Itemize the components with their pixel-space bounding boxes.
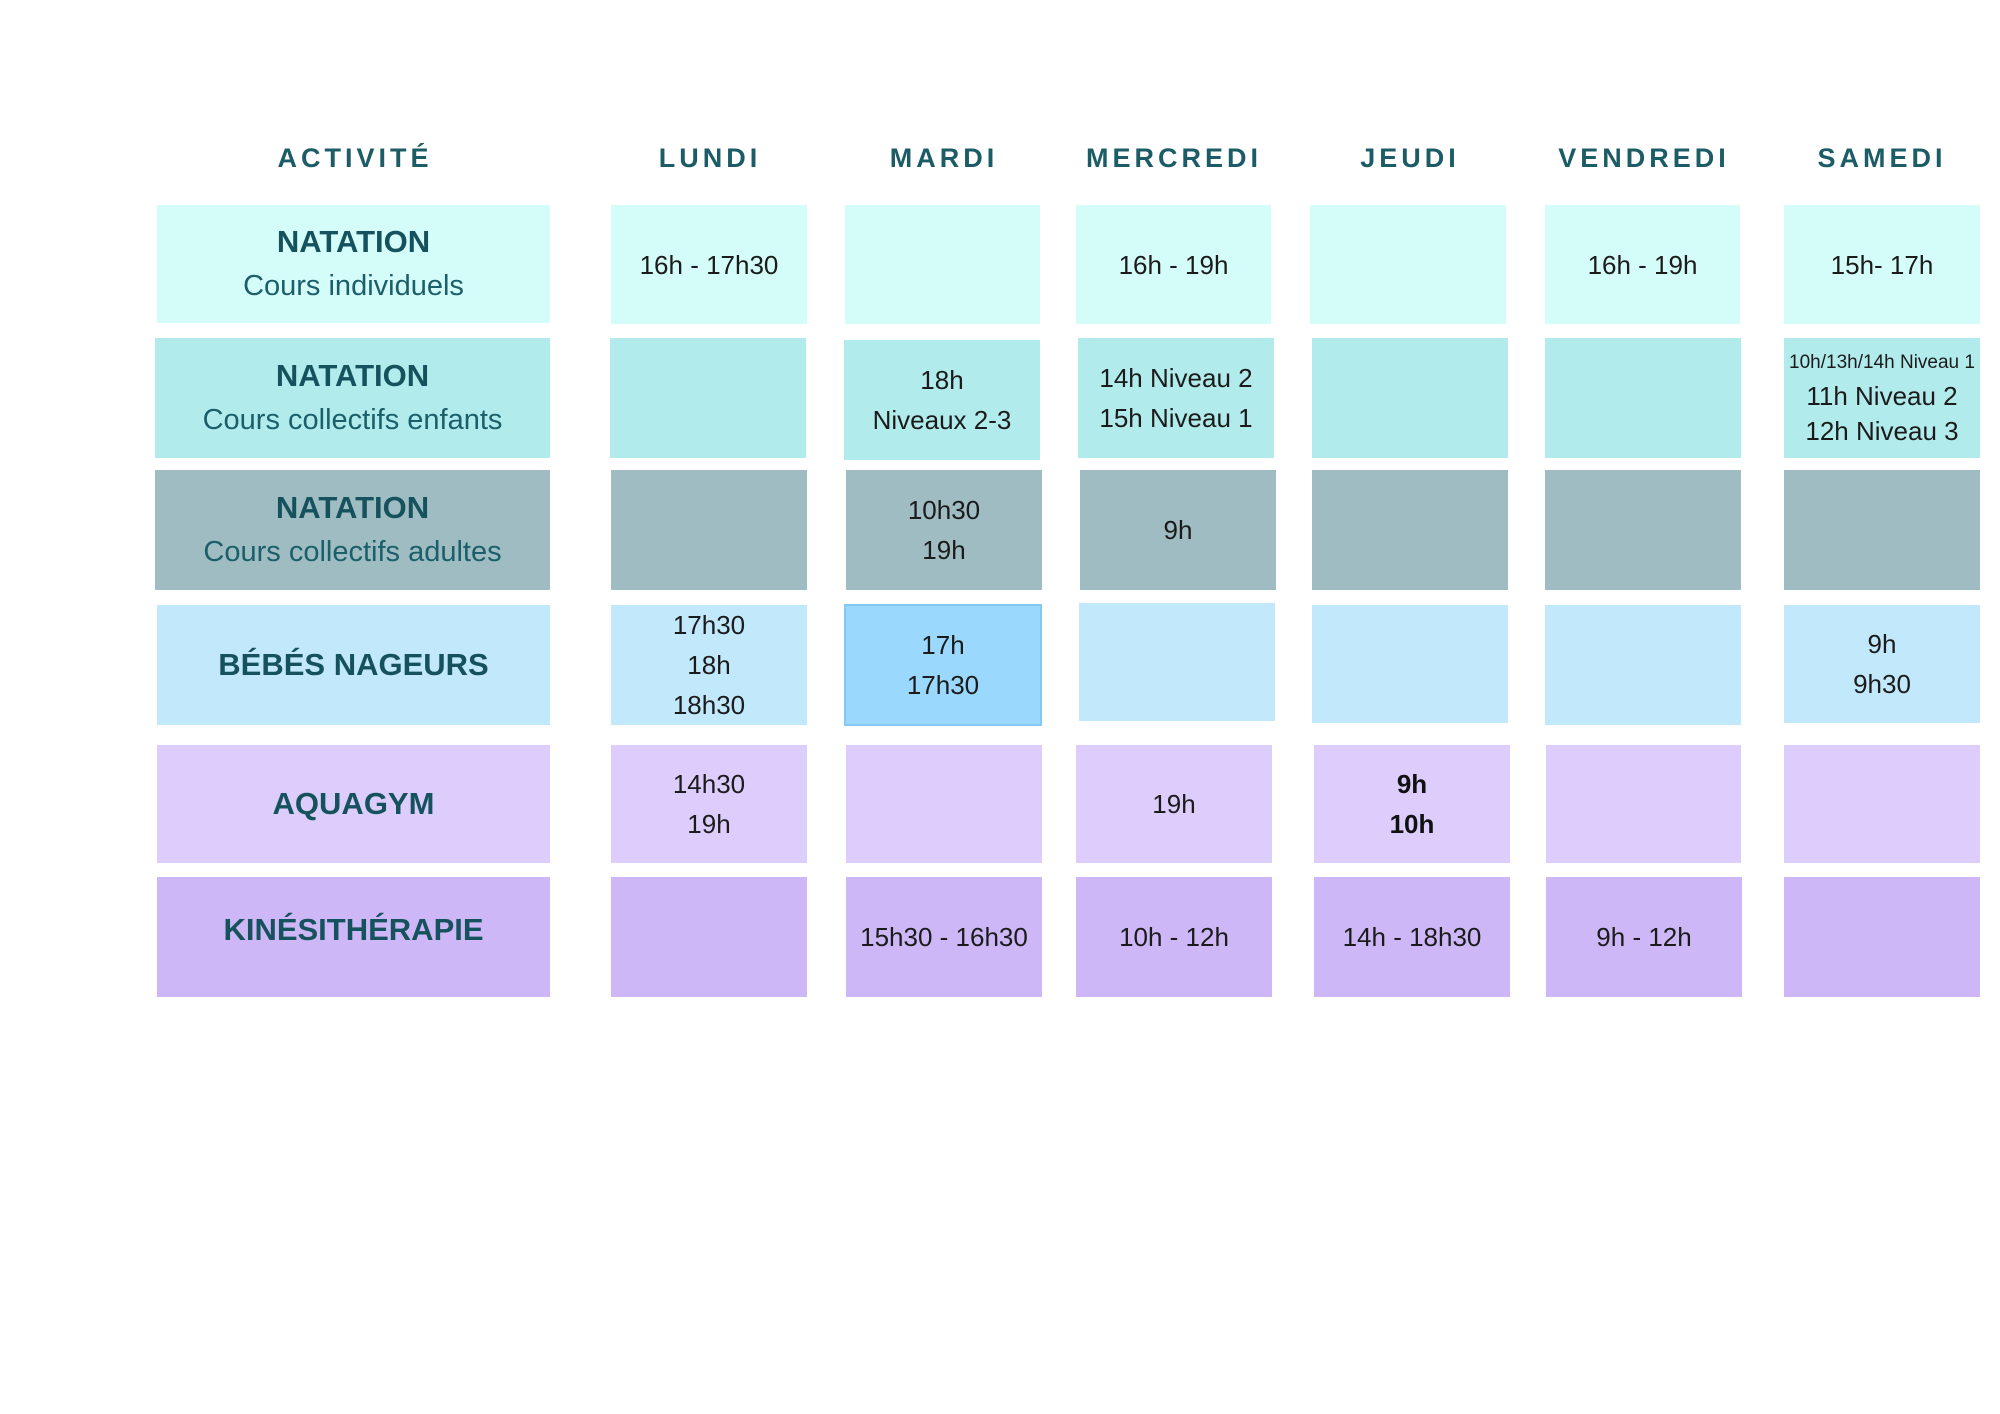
slot-kinesitherapie-samedi — [1784, 877, 1980, 997]
activity-subtitle: Cours individuels — [243, 270, 464, 302]
slot-kinesitherapie-lundi — [611, 877, 807, 997]
time-slot: 17h30 — [672, 610, 746, 640]
slot-kinesitherapie-vendredi: 9h - 12h — [1546, 877, 1742, 997]
slot-natation-enfants-vendredi — [1545, 338, 1741, 458]
header-mercredi: MERCREDI — [1085, 142, 1262, 173]
slot-natation-adultes-jeudi — [1312, 470, 1508, 590]
activity-natation-adultes: NATATION Cours collectifs adultes — [155, 470, 550, 590]
slot-natation-adultes-lundi — [611, 470, 807, 590]
slot-aquagym-mercredi: 19h — [1076, 745, 1272, 863]
time-slot: 16h - 17h30 — [639, 249, 779, 280]
time-slot: 9h — [1163, 515, 1193, 545]
slot-bebes-nageurs-lundi: 17h30 18h 18h30 — [611, 605, 807, 725]
time-slot: 10h — [1389, 809, 1435, 839]
slot-kinesitherapie-mercredi: 10h - 12h — [1076, 877, 1272, 997]
time-slot: 15h- 17h — [1830, 249, 1934, 280]
time-slot: 10h30 — [907, 495, 981, 525]
time-slot: 18h — [687, 650, 731, 680]
slot-bebes-nageurs-mercredi — [1079, 603, 1275, 721]
slot-natation-adultes-mercredi: 9h — [1080, 470, 1276, 590]
slot-natation-adultes-samedi — [1784, 470, 1980, 590]
slot-natation-enfants-jeudi — [1312, 338, 1508, 458]
activity-subtitle: Cours collectifs enfants — [202, 404, 503, 436]
slot-natation-individuels-mardi — [845, 205, 1040, 324]
slot-bebes-nageurs-vendredi — [1545, 605, 1741, 725]
time-slot: 16h - 19h — [1587, 249, 1698, 280]
time-slot: 18h — [920, 365, 964, 395]
time-slot: 15h30 - 16h30 — [860, 922, 1028, 952]
header-lundi: LUNDI — [658, 142, 762, 173]
slot-natation-individuels-lundi: 16h - 17h30 — [611, 205, 807, 324]
time-slot: 16h - 19h — [1118, 249, 1229, 280]
slot-aquagym-lundi: 14h30 19h — [611, 745, 807, 863]
activity-name: BÉBÉS NAGEURS — [218, 647, 489, 682]
time-slot: 9h — [1396, 769, 1428, 799]
time-slot: 17h30 — [906, 670, 980, 700]
activity-bebes-nageurs: BÉBÉS NAGEURS — [157, 605, 550, 725]
time-slot: 19h — [922, 535, 966, 565]
activity-aquagym: AQUAGYM — [157, 745, 550, 863]
time-slot: 18h30 — [672, 690, 746, 720]
time-slot: 9h - 12h — [1596, 922, 1692, 952]
activity-name: NATATION — [276, 224, 431, 259]
time-slot: 10h/13h/14h Niveau 1 — [1789, 352, 1975, 373]
time-slot: 14h Niveau 2 — [1099, 363, 1253, 393]
slot-kinesitherapie-jeudi: 14h - 18h30 — [1314, 877, 1510, 997]
header-jeudi: JEUDI — [1360, 142, 1460, 173]
time-slot: 9h — [1867, 629, 1897, 659]
slot-bebes-nageurs-mardi: 17h 17h30 — [844, 604, 1042, 726]
header-mardi: MARDI — [889, 142, 999, 173]
slot-natation-adultes-vendredi — [1545, 470, 1741, 590]
time-slot: 14h30 — [672, 769, 746, 799]
activity-natation-individuels: NATATION Cours individuels — [157, 205, 550, 323]
slot-natation-enfants-samedi: 10h/13h/14h Niveau 1 11h Niveau 2 12h Ni… — [1784, 338, 1980, 458]
activity-subtitle: Cours collectifs adultes — [203, 536, 502, 568]
header-vendredi: VENDREDI — [1558, 142, 1730, 173]
header-activity: ACTIVITÉ — [277, 142, 433, 173]
activity-name: NATATION — [275, 490, 430, 525]
time-slot: 19h — [687, 809, 731, 839]
slot-natation-individuels-samedi: 15h- 17h — [1784, 205, 1980, 324]
slot-aquagym-jeudi: 9h 10h — [1314, 745, 1510, 863]
slot-natation-enfants-mercredi: 14h Niveau 2 15h Niveau 1 — [1078, 338, 1274, 458]
time-slot: 11h Niveau 2 — [1806, 381, 1958, 411]
header-samedi: SAMEDI — [1817, 142, 1947, 173]
slot-natation-individuels-vendredi: 16h - 19h — [1545, 205, 1740, 324]
activity-natation-enfants: NATATION Cours collectifs enfants — [155, 338, 550, 458]
time-slot: 19h — [1152, 789, 1196, 819]
time-slot: 12h Niveau 3 — [1805, 416, 1959, 446]
time-slot: Niveaux 2-3 — [872, 405, 1012, 435]
slot-natation-enfants-mardi: 18h Niveaux 2-3 — [844, 340, 1040, 460]
activity-name: NATATION — [275, 358, 430, 393]
slot-kinesitherapie-mardi: 15h30 - 16h30 — [846, 877, 1042, 997]
slot-aquagym-mardi — [846, 745, 1042, 863]
slot-bebes-nageurs-samedi: 9h 9h30 — [1784, 605, 1980, 723]
activity-name: AQUAGYM — [272, 786, 435, 821]
time-slot: 15h Niveau 1 — [1099, 403, 1253, 433]
slot-natation-individuels-mercredi: 16h - 19h — [1076, 205, 1271, 324]
slot-natation-individuels-jeudi — [1310, 205, 1506, 324]
slot-natation-enfants-lundi — [610, 338, 806, 458]
slot-bebes-nageurs-jeudi — [1312, 605, 1508, 723]
time-slot: 10h - 12h — [1119, 922, 1229, 952]
time-slot: 9h30 — [1853, 669, 1911, 699]
activity-kinesitherapie: KINÉSITHÉRAPIE — [157, 877, 550, 997]
time-slot: 14h - 18h30 — [1342, 922, 1482, 952]
slot-aquagym-vendredi — [1546, 745, 1741, 863]
slot-aquagym-samedi — [1784, 745, 1980, 863]
time-slot: 17h — [921, 630, 965, 660]
activity-name: KINÉSITHÉRAPIE — [223, 912, 484, 947]
slot-natation-adultes-mardi: 10h30 19h — [846, 470, 1042, 590]
